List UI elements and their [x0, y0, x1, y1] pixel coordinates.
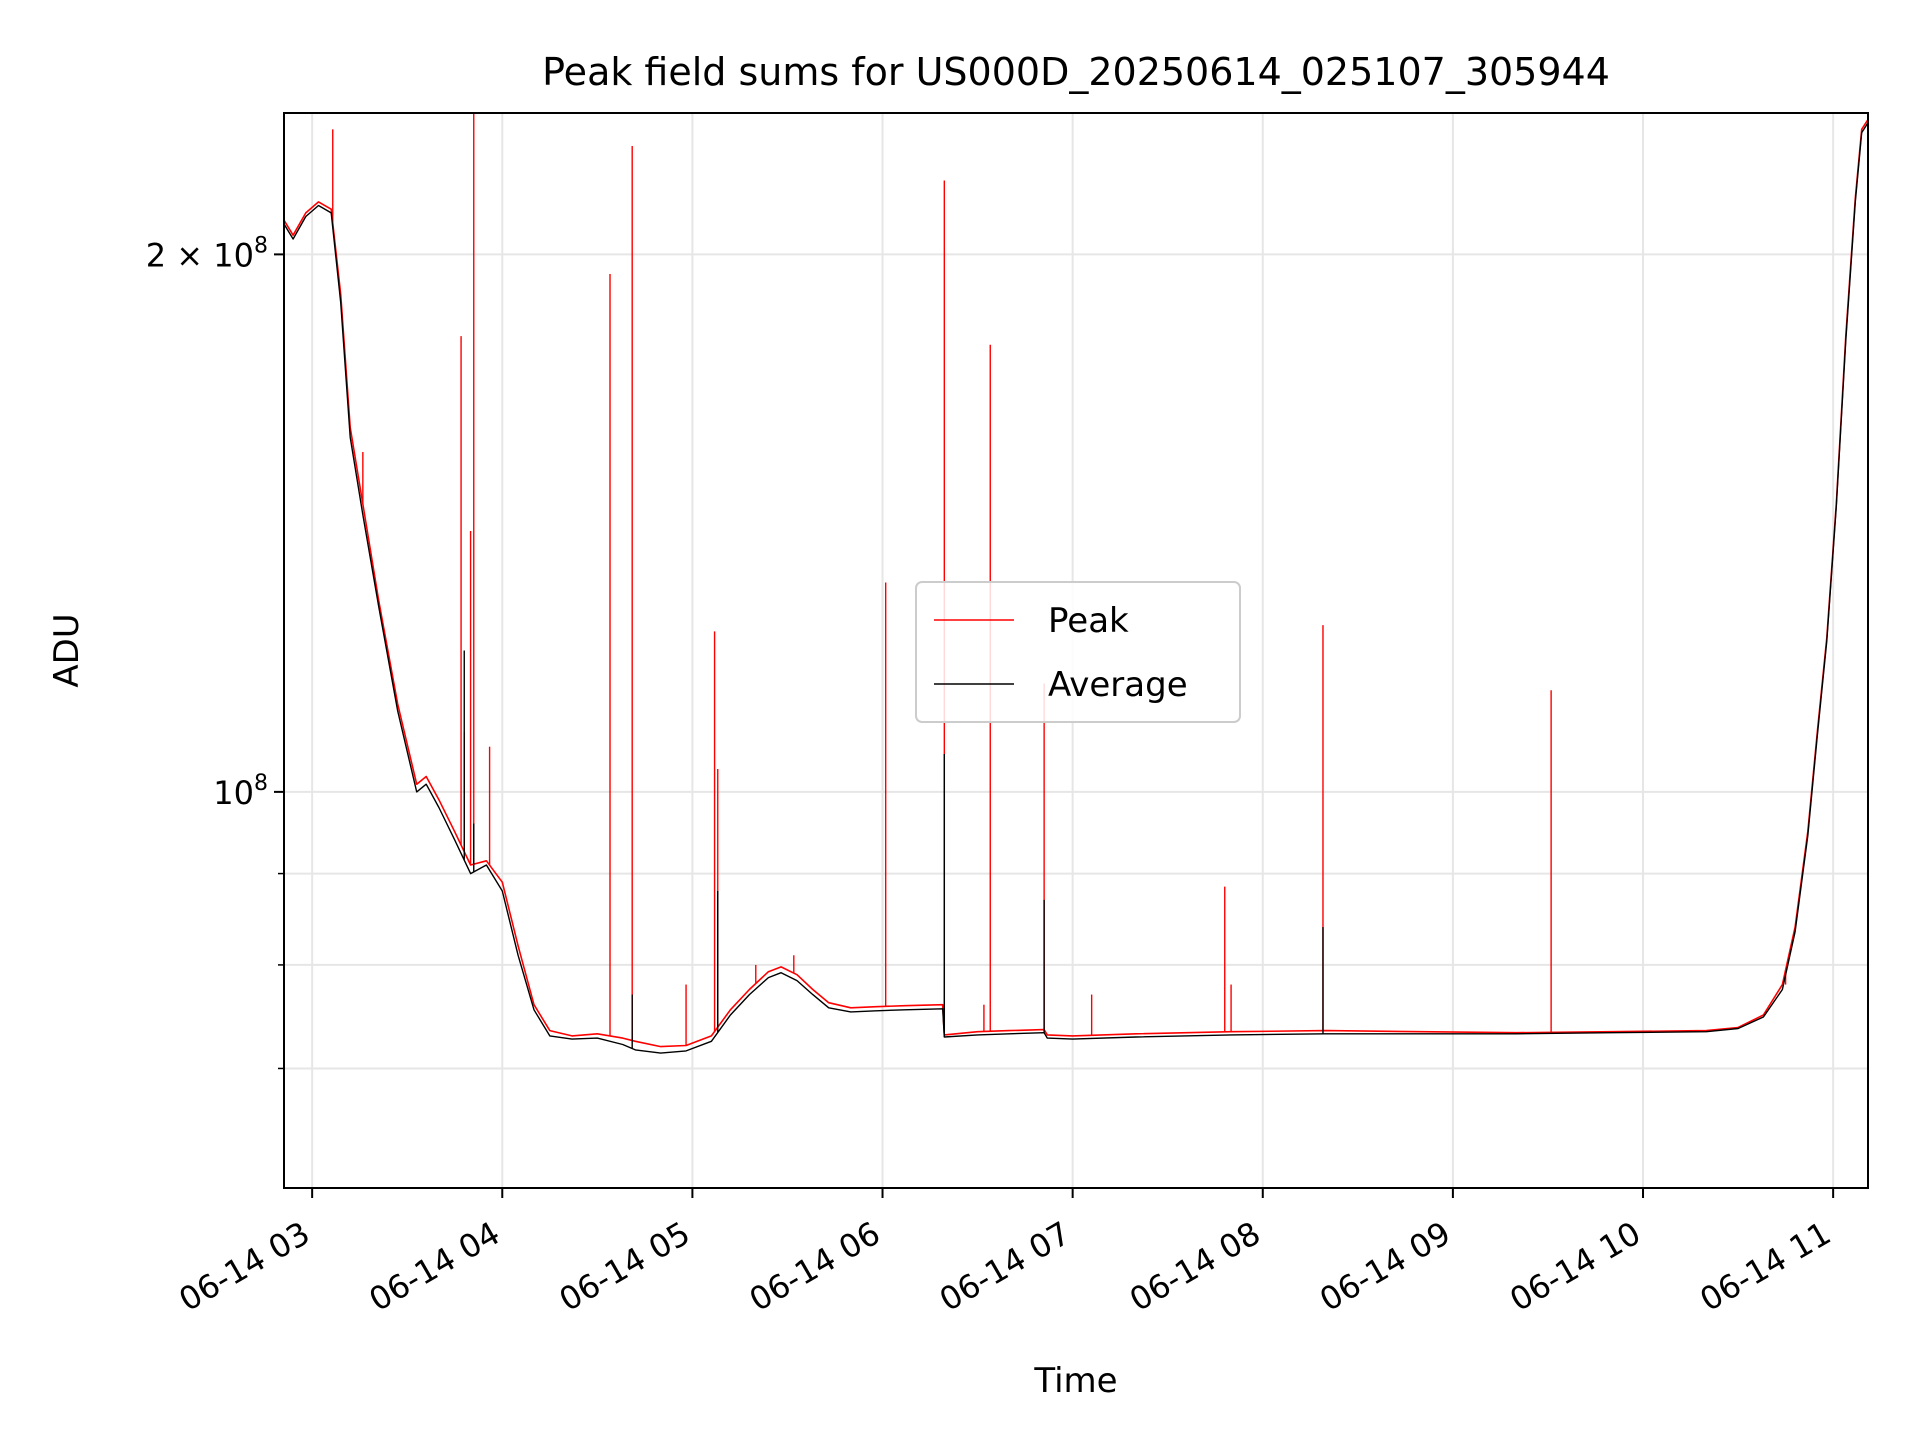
y-axis-label: ADU [47, 613, 87, 687]
plot-frame [283, 112, 1869, 1189]
y-axis: 108 2 × 108 [146, 233, 284, 1070]
y-tick-label: 108 [213, 771, 268, 812]
x-axis-label: Time [1033, 1361, 1117, 1401]
legend-label-peak: Peak [1048, 601, 1129, 641]
y-tick-label: 2 × 108 [146, 233, 268, 274]
series-line-peak [284, 119, 1868, 1048]
legend-box [915, 581, 1241, 723]
legend: Peak Average [915, 581, 1241, 723]
chart-title: Peak field sums for US000D_20250614_0251… [542, 50, 1610, 94]
series-line-average [284, 122, 1868, 1054]
grid [284, 113, 1868, 1188]
legend-label-average: Average [1048, 665, 1188, 705]
